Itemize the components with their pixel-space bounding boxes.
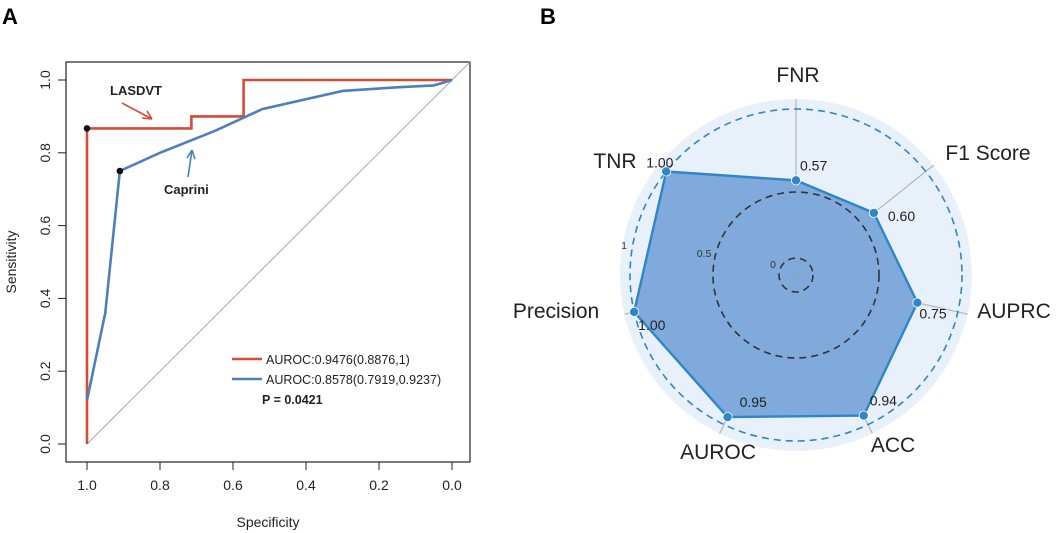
radar-value-label: 0.94 [870,393,897,409]
panel-a-label: A [2,4,18,29]
x-tick-label: 1.0 [77,477,97,493]
legend-label-lasdvt: AUROC:0.9476(0.8876,1) [266,353,410,367]
x-axis-label: Specificity [236,514,299,530]
roc-x-axis: 1.0 0.8 0.6 0.4 0.2 0.0 [77,461,462,493]
radar-ring-full [629,108,963,442]
radar-inner-spoke [727,274,797,418]
radar-axis-label-f1-score: F1 Score [945,142,1030,165]
y-tick-label: 0.4 [37,288,53,308]
radar-value-label: 0.95 [740,394,767,410]
radar-chart: 0 0.5 1 0.57 0.60 0.75 0.94 0.95 1.00 1.00 FNR F1 S… [513,64,1051,464]
radar-ring-label: 1 [621,240,627,252]
x-tick-label: 0.8 [150,477,170,493]
radar-axis-label-acc: ACC [871,434,915,457]
y-tick-label: 0.2 [37,361,53,381]
caprini-arrow [186,149,196,178]
radar-inner-spoke [795,212,875,276]
x-tick-label: 0.0 [442,477,462,493]
radar-ring-label: 0 [770,259,776,271]
radar-axis-label-fnr: FNR [776,64,819,87]
y-tick-label: 1.0 [37,70,53,90]
roc-curve-caprini [85,78,453,401]
y-axis-label: Sensitivity [3,230,19,293]
radar-point-auprc [912,297,923,308]
radar-axis-label-tnr: TNR [593,150,636,173]
roc-y-axis: 0.0 0.2 0.4 0.6 0.8 1.0 [37,70,66,454]
radar-ring-0 [778,257,814,293]
radar-inner-spoke [795,274,865,416]
cutoff-point-lasdvt [83,125,91,132]
radar-area [632,170,919,419]
lasdvt-annotation: LASDVT [110,83,162,98]
x-tick-label: 0.6 [223,477,243,493]
y-tick-label: 0.0 [37,434,53,454]
caprini-annotation: Caprini [164,182,209,197]
roc-chart: 1.0 0.8 0.6 0.4 0.2 0.0 0.0 0.2 0.4 0.6 0.8 1.0 LA… [3,61,471,530]
x-tick-label: 0.4 [296,477,316,493]
radar-axis-label-auprc: AUPRC [977,300,1051,323]
roc-diagonal [86,61,471,445]
roc-legend: AUROC:0.9476(0.8876,1) AUROC:0.8578(0.79… [232,353,441,407]
radar-value-label: 0.60 [888,208,915,224]
panel-b-label: B [540,4,556,29]
radar-value-label: 0.57 [800,157,827,173]
radar-value-label: 1.00 [638,317,665,333]
legend-label-caprini: AUROC:0.8578(0.7919,0.9237) [266,373,441,387]
radar-axis-label-auroc: AUROC [680,441,756,464]
radar-point-precision [629,306,640,317]
radar-inner-spoke [795,274,918,304]
radar-value-label: 0.75 [919,306,946,322]
roc-series [83,78,453,444]
radar-ring-half [712,191,880,359]
y-tick-label: 0.6 [37,216,53,236]
radar-point-acc [858,410,869,421]
y-tick-label: 0.8 [37,143,53,163]
radar-point-fnr [791,175,802,186]
radar-point-f1-score [868,207,879,218]
x-tick-label: 0.2 [369,477,389,493]
radar-axis-label-precision: Precision [513,300,599,323]
radar-value-label: 1.00 [646,155,673,171]
radar-ring-label: 0.5 [697,248,712,260]
lasdvt-arrow [121,102,153,120]
cutoff-point-caprini [116,167,124,175]
radar-point-tnr [661,166,672,177]
radar-point-auroc [722,412,733,423]
p-value: P = 0.0421 [262,393,323,407]
